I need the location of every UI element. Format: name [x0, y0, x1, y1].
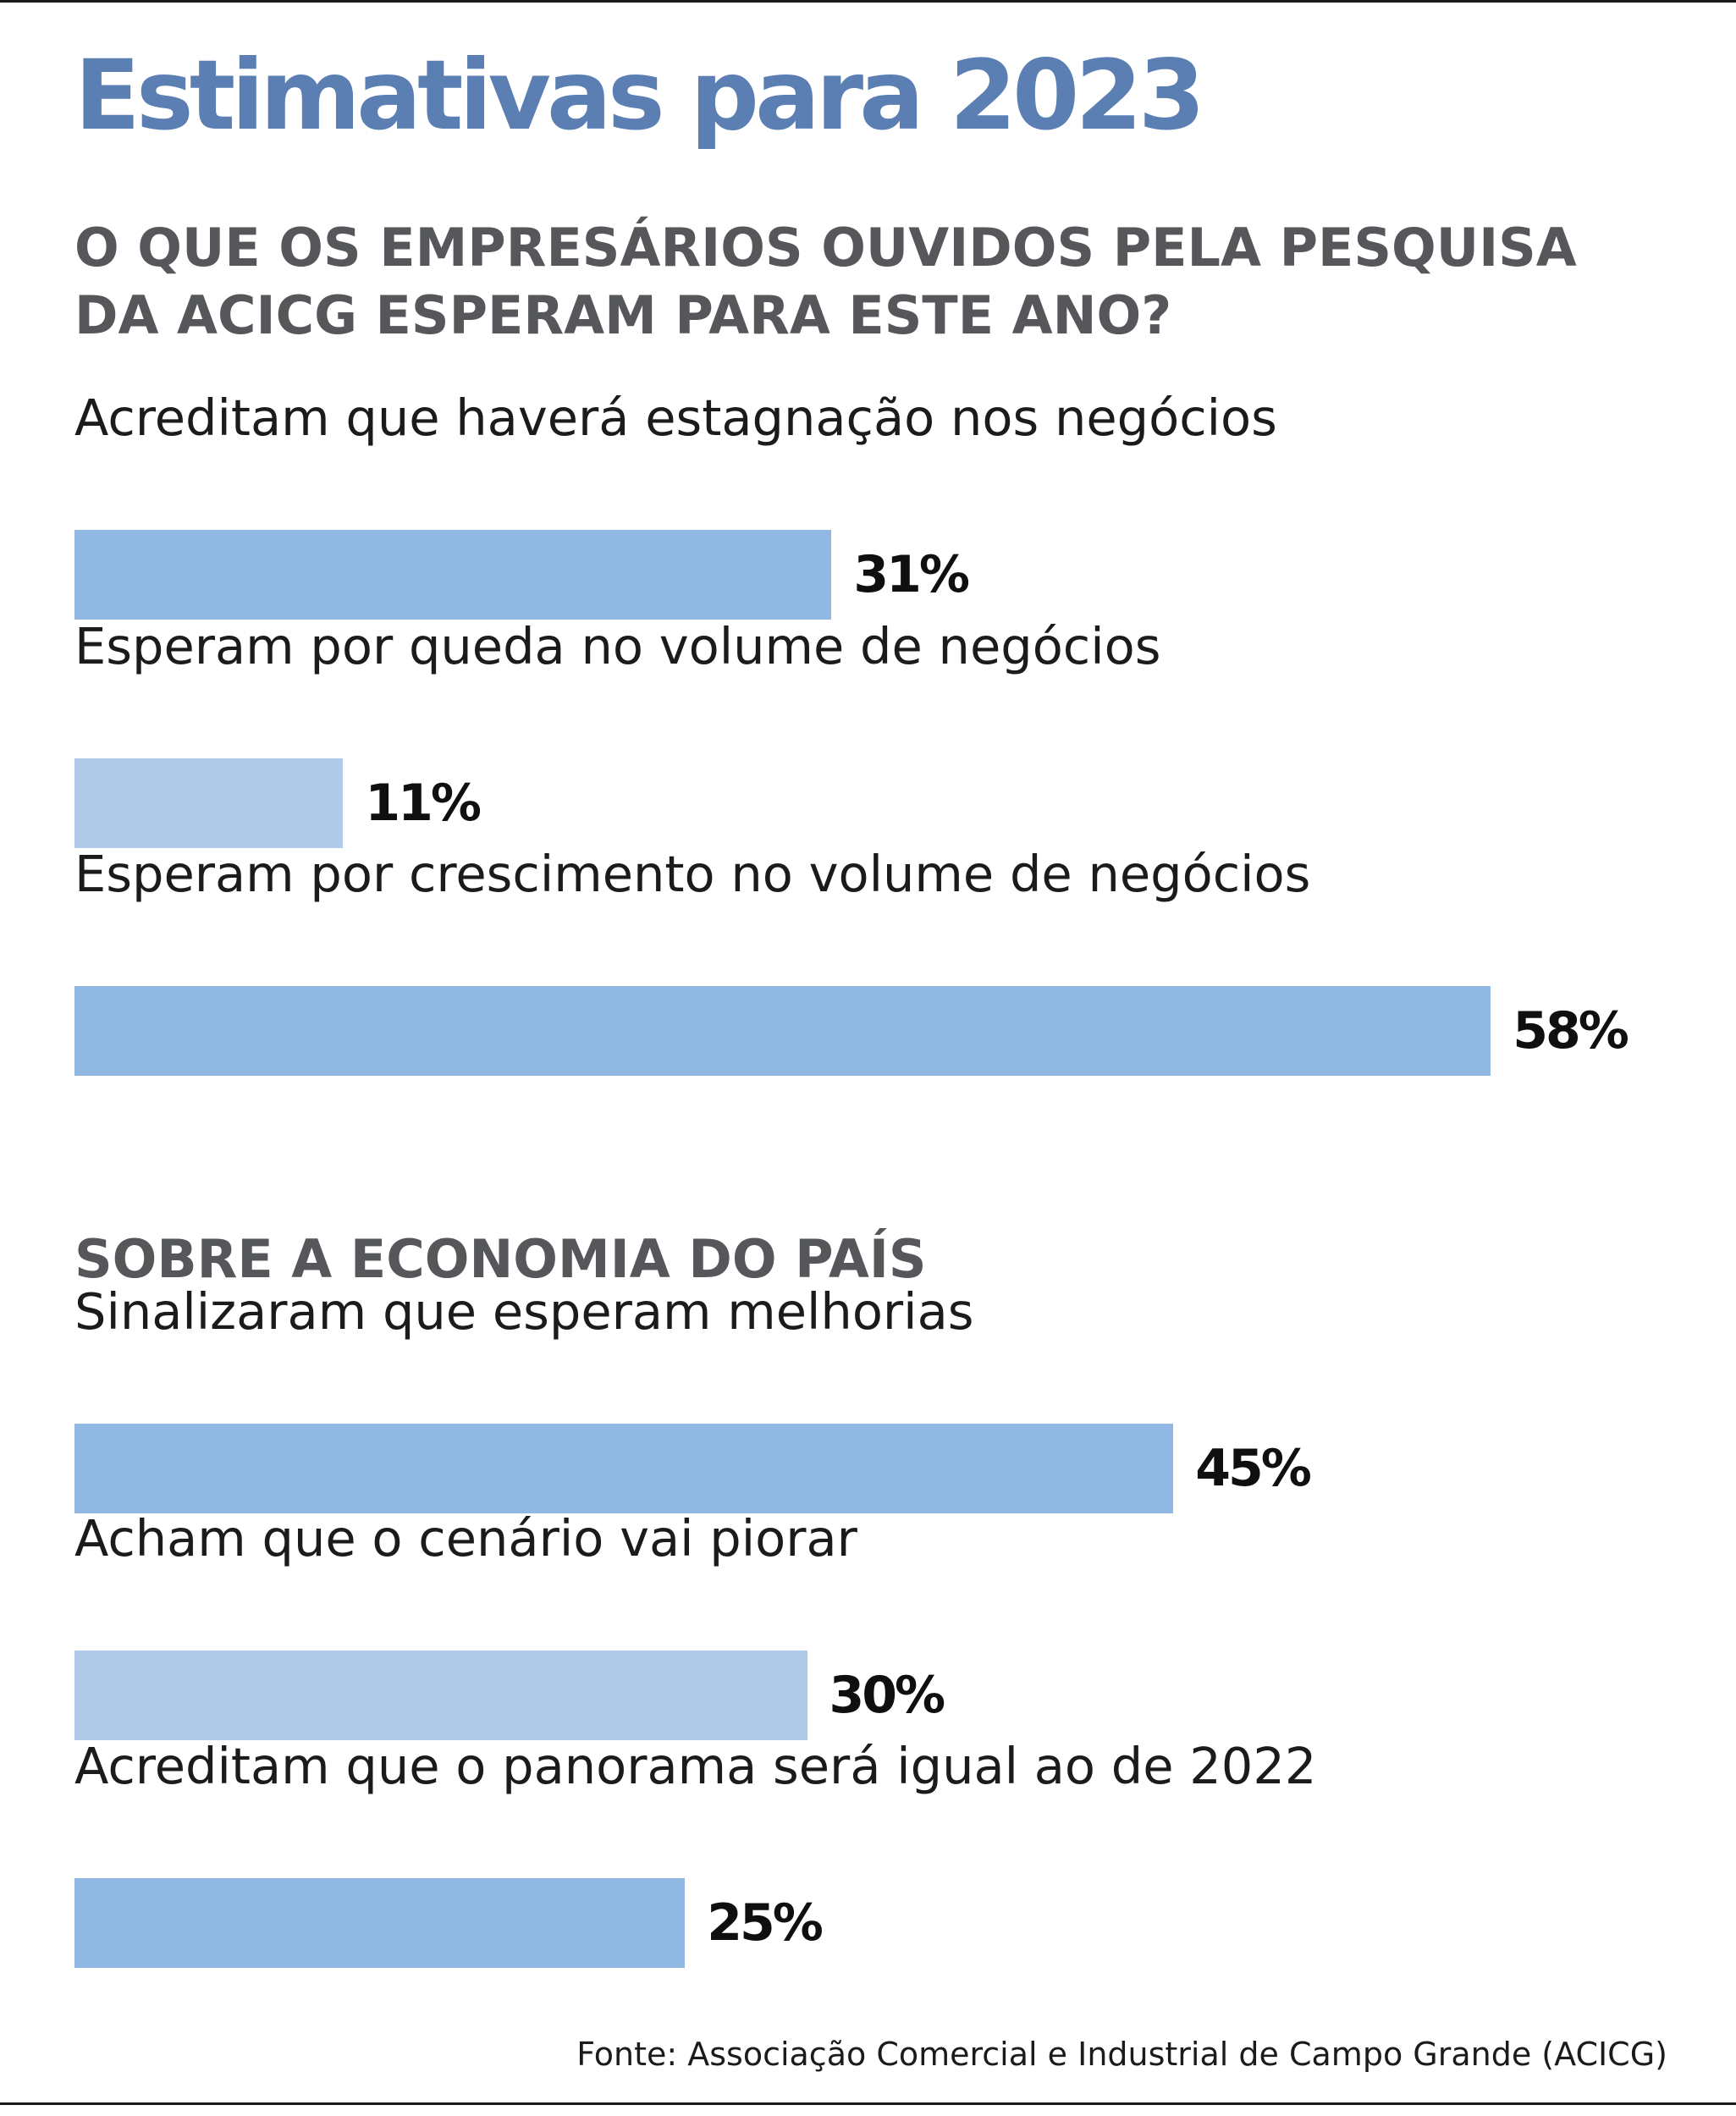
- bar: [74, 1424, 1174, 1513]
- section-1-title-line-1: O QUE OS EMPRESÁRIOS OUVIDOS PELA PESQUI…: [74, 217, 1577, 278]
- bar-value-label: 31%: [853, 545, 970, 604]
- bar-label: Acreditam que haverá estagnação nos negó…: [74, 388, 1277, 447]
- section-2-title: SOBRE A ECONOMIA DO PAÍS: [74, 1228, 927, 1290]
- bar-value-label: 30%: [829, 1666, 946, 1725]
- bar-value-label: 45%: [1195, 1439, 1312, 1498]
- bar: [74, 986, 1491, 1076]
- bar-value-label: 58%: [1513, 1001, 1629, 1061]
- bar-label: Sinalizaram que esperam melhorias: [74, 1282, 974, 1341]
- bar-label: Esperam por crescimento no volume de neg…: [74, 845, 1311, 903]
- bar-label: Esperam por queda no volume de negócios: [74, 617, 1161, 675]
- bottom-rule: [0, 2102, 1736, 2105]
- bar-value-label: 11%: [365, 774, 482, 833]
- top-rule: [0, 0, 1736, 3]
- bar: [74, 530, 832, 620]
- bar-label: Acreditam que o panorama será igual ao d…: [74, 1737, 1317, 1795]
- section-1-title-line-2: DA ACICG ESPERAM PARA ESTE ANO?: [74, 284, 1172, 346]
- page-title: Estimativas para 2023: [74, 39, 1205, 152]
- bar: [74, 1878, 686, 1968]
- bar-label: Acham que o cenário vai piorar: [74, 1509, 857, 1568]
- bar: [74, 1650, 807, 1740]
- bar: [74, 758, 344, 848]
- source-note: Fonte: Associação Comercial e Industrial…: [576, 2036, 1667, 2073]
- bar-value-label: 25%: [707, 1893, 824, 1953]
- section-1-title: O QUE OS EMPRESÁRIOS OUVIDOS PELA PESQUI…: [74, 214, 1577, 350]
